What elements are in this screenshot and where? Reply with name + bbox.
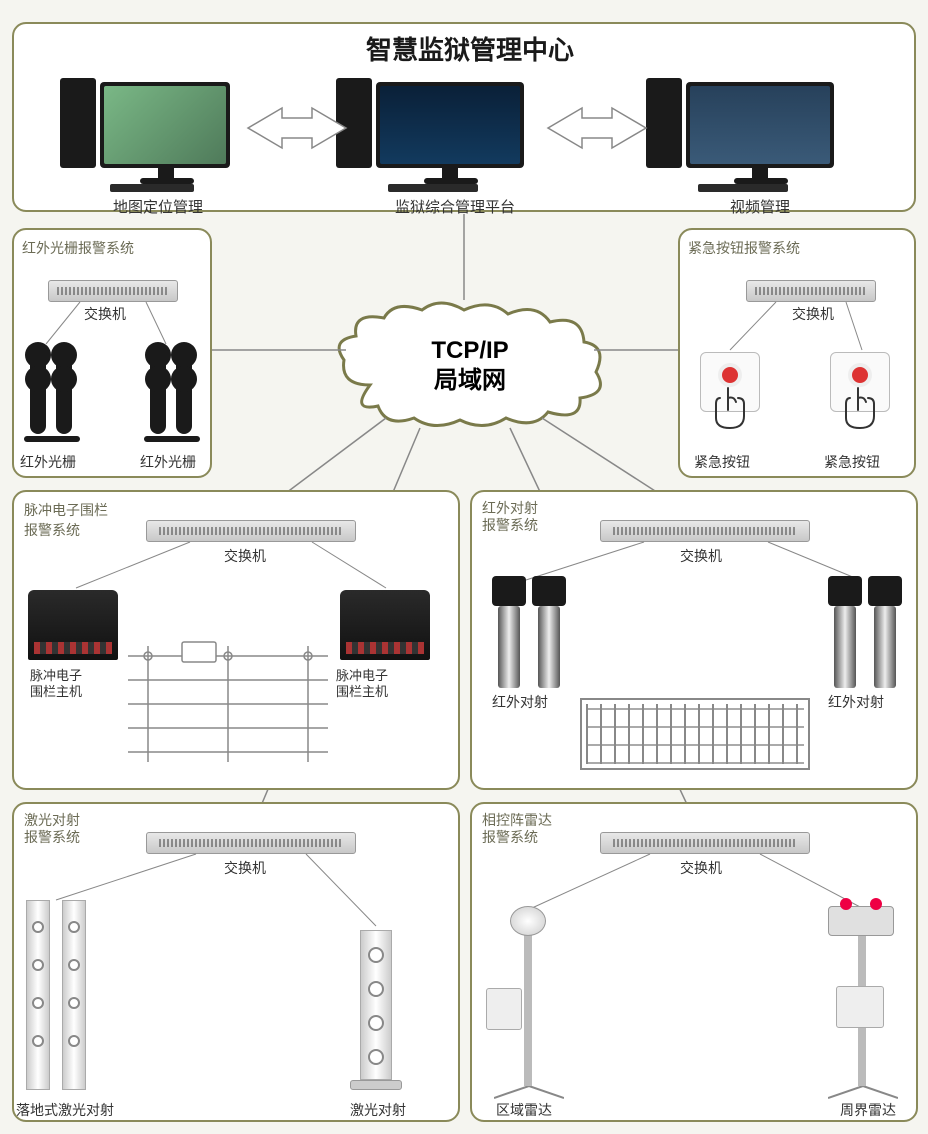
panic-btn-2-label: 紧急按钮 bbox=[824, 452, 880, 472]
area-radar-label: 区域雷达 bbox=[496, 1100, 552, 1120]
station2-label: 监狱综合管理平台 bbox=[370, 196, 540, 217]
pulse-host-1 bbox=[28, 590, 118, 660]
ir-beam-switch bbox=[600, 520, 810, 542]
pc-tower-1 bbox=[60, 78, 96, 168]
panic-switch-label: 交换机 bbox=[792, 304, 834, 324]
fence-icon bbox=[128, 636, 328, 766]
panic-title: 紧急按钮报警系统 bbox=[688, 238, 800, 258]
monitor-2 bbox=[376, 82, 524, 168]
ir-grid-switch-label: 交换机 bbox=[84, 304, 126, 324]
ir-beam-switch-label: 交换机 bbox=[680, 546, 722, 566]
ir-tower-l-label: 红外对射 bbox=[492, 692, 548, 712]
station3-label: 视频管理 bbox=[700, 196, 820, 217]
main-title: 智慧监狱管理中心 bbox=[300, 30, 640, 67]
laser-title: 激光对射报警系统 bbox=[24, 812, 80, 846]
monitor-1 bbox=[100, 82, 230, 168]
ir-barrier-1-label: 红外光栅 bbox=[20, 452, 76, 472]
pulse-host-2 bbox=[340, 590, 430, 660]
radar-switch bbox=[600, 832, 810, 854]
network-cloud: TCP/IP 局域网 bbox=[330, 300, 610, 430]
radar-switch-label: 交换机 bbox=[680, 858, 722, 878]
laser-floor-2 bbox=[62, 900, 86, 1090]
laser-switch bbox=[146, 832, 356, 854]
pc-tower-3 bbox=[646, 78, 682, 168]
radar-title: 相控阵雷达报警系统 bbox=[482, 812, 552, 846]
ir-beam-title: 红外对射报警系统 bbox=[482, 500, 538, 534]
perimeter-radar-head bbox=[828, 906, 894, 936]
perimeter-radar-label: 周界雷达 bbox=[840, 1100, 896, 1120]
gate-icon bbox=[580, 698, 810, 770]
cloud-line2: 局域网 bbox=[330, 366, 610, 396]
pc-tower-2 bbox=[336, 78, 372, 168]
ir-grid-switch bbox=[48, 280, 178, 302]
ir-tower-r-label: 红外对射 bbox=[828, 692, 884, 712]
ir-barrier-1a bbox=[30, 344, 46, 434]
laser-col-label: 激光对射 bbox=[350, 1100, 406, 1120]
cloud-line1: TCP/IP bbox=[330, 336, 610, 366]
laser-col bbox=[360, 930, 392, 1080]
panic-btn-1-label: 紧急按钮 bbox=[694, 452, 750, 472]
pulse-host-2-label: 脉冲电子围栏主机 bbox=[336, 668, 388, 699]
laser-switch-label: 交换机 bbox=[224, 858, 266, 878]
ir-barrier-2a bbox=[150, 344, 166, 434]
pulse-switch bbox=[146, 520, 356, 542]
pulse-title: 脉冲电子围栏报警系统 bbox=[24, 500, 108, 540]
ir-barrier-2-label: 红外光栅 bbox=[140, 452, 196, 472]
ir-barrier-2b bbox=[176, 344, 192, 434]
pulse-host-1-label: 脉冲电子围栏主机 bbox=[30, 668, 82, 699]
ir-grid-title: 红外光栅报警系统 bbox=[22, 238, 134, 258]
area-radar-head bbox=[510, 906, 546, 936]
station1-label: 地图定位管理 bbox=[88, 196, 228, 217]
ir-barrier-1b bbox=[56, 344, 72, 434]
monitor-3 bbox=[686, 82, 834, 168]
laser-floor-1 bbox=[26, 900, 50, 1090]
panic-switch bbox=[746, 280, 876, 302]
pulse-switch-label: 交换机 bbox=[224, 546, 266, 566]
laser-floor-label: 落地式激光对射 bbox=[16, 1100, 114, 1120]
